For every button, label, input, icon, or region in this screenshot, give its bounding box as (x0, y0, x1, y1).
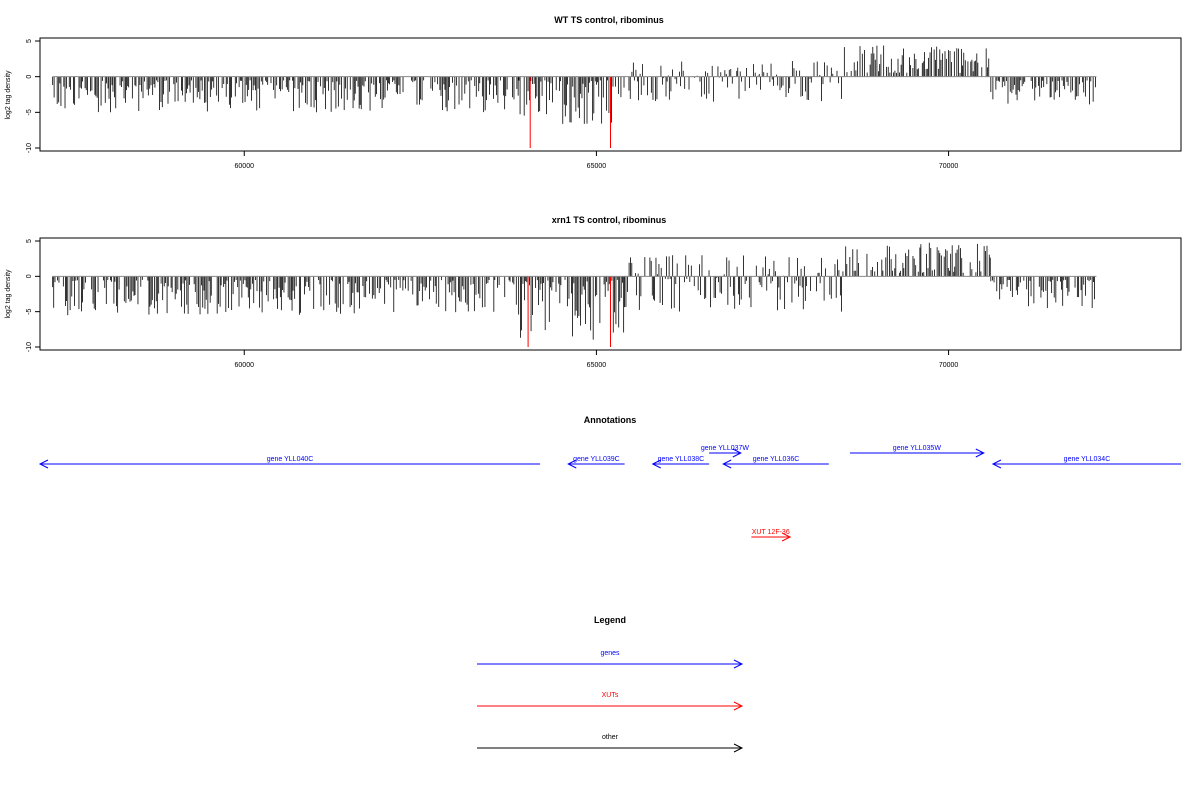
legend-items: genes XUTs other (477, 650, 744, 753)
panel-xrn1-ylabel: log2 tag density (5, 269, 12, 319)
legend-title: Legend (594, 615, 626, 625)
gene-2-arrowhead (651, 459, 661, 469)
panel-wt-frame (39, 37, 1182, 152)
panel-wt-ylabel: log2 tag density (5, 70, 12, 120)
y-tick-label: 5 (26, 39, 33, 43)
x-tick-label: 65000 (587, 163, 607, 170)
gene-4-arrowhead (722, 459, 732, 469)
gene-0-arrowhead (38, 459, 49, 469)
legend-XUTs-label: XUTs (602, 692, 619, 699)
legend-genes-label: genes (600, 650, 620, 657)
gene-label: gene YLL038C (658, 456, 705, 463)
panel-xrn1-bars (52, 242, 1095, 347)
gene-label: gene YLL040C (267, 456, 314, 463)
xut-0-arrowhead (781, 532, 792, 542)
legend-genes-arrowhead (733, 659, 744, 669)
gene-3-arrowhead (732, 448, 742, 458)
annotations-panel: Annotations gene YLL040C gene YLL039C gene… (38, 415, 1181, 542)
gene-1-arrowhead (567, 459, 577, 469)
annotation-features: gene YLL040C gene YLL039C gene YLL038C gene… (38, 445, 1181, 542)
annotations-title: Annotations (584, 415, 637, 425)
panel-wt-bars (52, 45, 1096, 148)
xut-label: XUT 12F-36 (752, 529, 790, 536)
gene-5-arrowhead (975, 448, 985, 458)
gene-6-arrowhead (991, 459, 1002, 469)
panel-xrn1-title: xrn1 TS control, ribominus (552, 215, 667, 225)
gene-label: gene YLL036C (753, 456, 800, 463)
legend: Legend genes XUTs other (477, 615, 744, 753)
y-tick-label: -10 (26, 143, 33, 153)
y-tick-label: -5 (26, 109, 33, 115)
panel-wt-axes: 60000 65000 70000 5 0 -5 -10 (26, 39, 1097, 170)
gene-label: gene YLL039C (573, 456, 620, 463)
x-tick-label: 60000 (235, 362, 255, 369)
legend-other-arrowhead (733, 743, 744, 753)
legend-other-label: other (602, 734, 619, 741)
gene-label: gene YLL037W (701, 445, 750, 452)
gene-label: gene YLL035W (893, 445, 942, 452)
panel-wt-title: WT TS control, ribominus (554, 15, 664, 25)
panel-xrn1-axes: 60000 65000 70000 5 0 -5 -10 (26, 239, 1097, 369)
y-tick-label: -5 (26, 308, 33, 314)
gene-label: gene YLL034C (1064, 456, 1111, 463)
y-tick-label: 0 (26, 274, 33, 278)
x-tick-label: 70000 (939, 163, 959, 170)
y-tick-label: 5 (26, 239, 33, 243)
panel-xrn1-frame (39, 237, 1182, 351)
panel-xrn1: xrn1 TS control, ribominus 60000 65000 700… (5, 215, 1182, 369)
x-tick-label: 65000 (587, 362, 607, 369)
panel-wt: WT TS control, ribominus 60000 65000 70000… (5, 15, 1182, 170)
legend-XUTs-arrowhead (733, 701, 744, 711)
x-tick-label: 70000 (939, 362, 959, 369)
y-tick-label: -10 (26, 342, 33, 352)
y-tick-label: 0 (26, 75, 33, 79)
x-tick-label: 60000 (235, 163, 255, 170)
